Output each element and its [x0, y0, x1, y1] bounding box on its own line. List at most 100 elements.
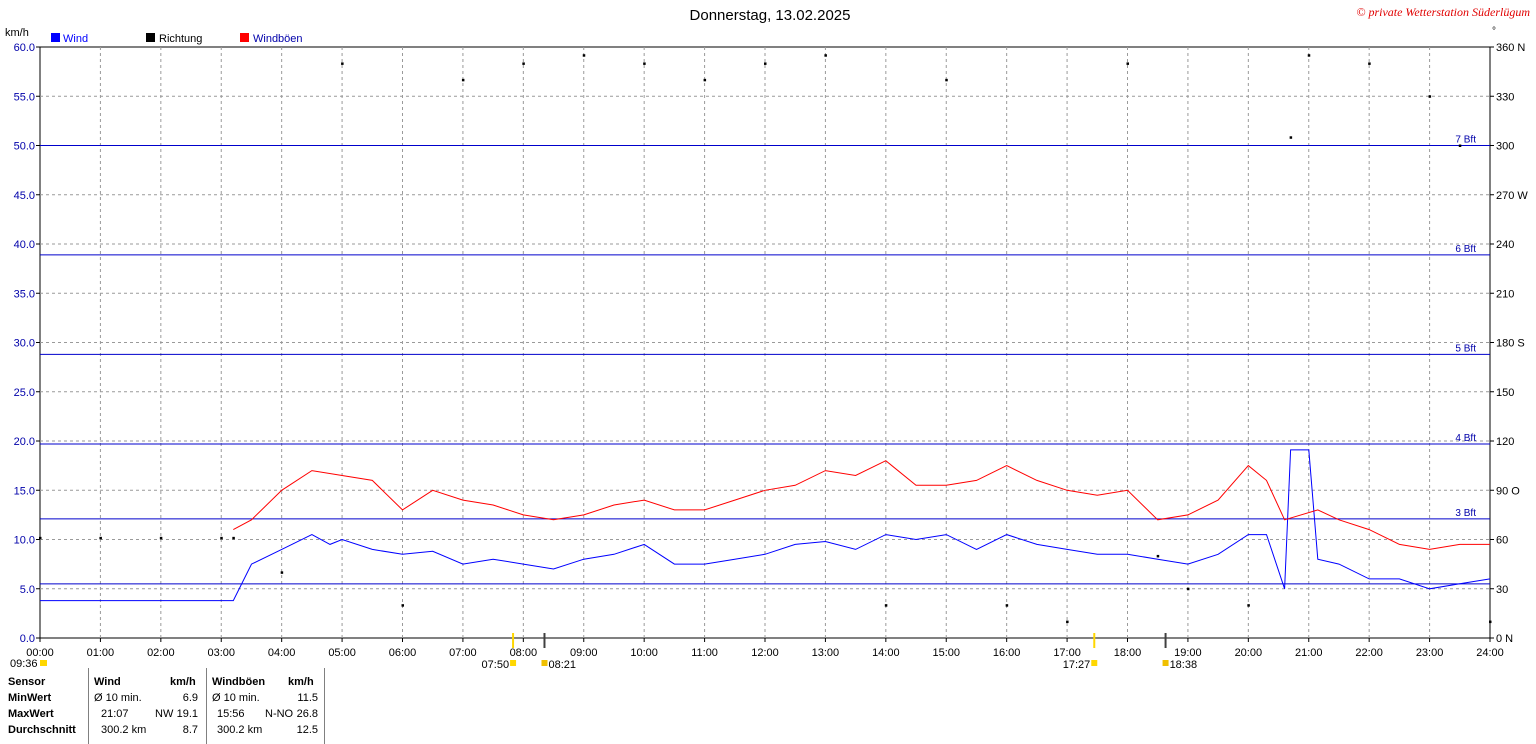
direction-point [280, 571, 284, 574]
direction-point [232, 536, 235, 540]
y-tick-label: 45.0 [14, 190, 35, 202]
direction-point [1368, 62, 1371, 65]
stats-row-avg-wind-v: 8.7 [182, 724, 198, 736]
sun-markers: 07:50 08:21 17:27 18:38 [482, 633, 1198, 668]
x-tick-label: 17:00 [1053, 647, 1081, 659]
stats-row-max-gust-b: N-NO [265, 708, 294, 720]
x-tick-label: 05:00 [328, 647, 356, 659]
y-tick-label: 35.0 [14, 288, 35, 300]
x-tick-label: 10:00 [630, 647, 658, 659]
stats-row-avg-label: Durchschnitt [8, 724, 76, 736]
x-tick-label: 24:00 [1476, 647, 1504, 659]
beaufort-label: 6 Bft [1455, 244, 1476, 255]
stats-row-min-gust-a: Ø 10 min. [212, 692, 260, 704]
x-tick-label: 18:00 [1114, 647, 1142, 659]
x-tick-label: 03:00 [207, 647, 235, 659]
stats-row-avg-wind-a: 300.2 km [101, 724, 147, 736]
stats-row-min-wind-a: Ø 10 min. [94, 692, 142, 704]
wind-chart: Donnerstag, 13.02.2025 © private Wetters… [5, 5, 1530, 668]
legend-gust-swatch [240, 33, 249, 42]
x-tick-label: 08:00 [510, 647, 538, 659]
y2-tick-label: 90 O [1496, 485, 1520, 497]
copyright-text: © private Wetterstation Süderlügum [1356, 5, 1530, 19]
y-tick-label: 55.0 [14, 91, 35, 103]
y-tick-label: 60.0 [14, 42, 35, 54]
x-tick-label: 11:00 [691, 647, 718, 659]
gust-series-line [233, 460, 1490, 550]
direction-point [1126, 62, 1129, 65]
stats-row-max-gust-v: 26.8 [296, 708, 318, 720]
x-tick-label: 04:00 [268, 647, 296, 659]
y2-tick-label: 30 [1496, 584, 1508, 596]
y-ticks: 0.0 5.0 10.0 15.0 20.0 25.0 30.0 35.0 40.0 45.0 50… [14, 42, 40, 645]
stats-header-wind-unit: km/h [170, 676, 196, 688]
y2-tick-label: 180 S [1496, 338, 1525, 350]
direction-point [1247, 604, 1250, 607]
chart-title: Donnerstag, 13.02.2025 [690, 7, 851, 24]
direction-point [884, 604, 888, 607]
stats-separator-1 [88, 668, 89, 744]
y2-tick-label: 210 [1496, 288, 1514, 300]
y-tick-label: 20.0 [14, 436, 35, 448]
direction-point [945, 78, 948, 82]
stats-row-max-wind-b: NW [155, 708, 174, 720]
direction-point [1458, 144, 1462, 147]
y2-ticks: 0 N 30 60 90 O 120 150 180 S 210 240 270 W 300 330 3… [1490, 42, 1528, 645]
direction-point [643, 62, 646, 65]
x-tick-label: 19:00 [1174, 647, 1202, 659]
wind-series-line [40, 449, 1491, 602]
legend-direction-swatch [146, 33, 155, 42]
y-right-degree: ° [1492, 26, 1496, 37]
direction-point [1066, 620, 1069, 624]
legend-gust-label: Windböen [253, 33, 303, 45]
direction-point [582, 54, 586, 57]
stats-header-wind: Wind [94, 676, 121, 688]
x-tick-label: 01:00 [87, 647, 115, 659]
direction-point [1489, 620, 1492, 624]
direction-point [703, 78, 707, 82]
moon-icon [40, 660, 47, 666]
direction-point [159, 536, 163, 540]
x-tick-label: 07:00 [449, 647, 477, 659]
stats-row-avg-gust-a: 300.2 km [217, 724, 263, 736]
x-tick-label: 23:00 [1416, 647, 1444, 659]
stats-separator-3 [324, 668, 325, 744]
y2-tick-label: 270 W [1496, 190, 1528, 202]
moon-time-label: 09:36 [10, 658, 38, 668]
series-layer [39, 54, 1492, 624]
direction-point [522, 62, 525, 65]
y2-tick-label: 60 [1496, 535, 1508, 547]
x-tick-label: 15:00 [932, 647, 960, 659]
legend-wind-label: Wind [63, 33, 88, 45]
stats-table: Sensor Wind km/h Windböen km/h MinWert Ø… [0, 668, 326, 744]
sun-marker-label: 07:50 [482, 659, 510, 668]
stats-separator-2 [206, 668, 207, 744]
stats-row-min-wind-v: 6.9 [182, 692, 198, 704]
sun-marker-icon [1162, 660, 1169, 666]
direction-point [401, 604, 404, 607]
x-tick-label: 21:00 [1295, 647, 1323, 659]
sun-marker-label: 08:21 [548, 659, 576, 668]
direction-point [1005, 604, 1009, 607]
x-tick-label: 09:00 [570, 647, 598, 659]
x-tick-label: 22:00 [1355, 647, 1383, 659]
beaufort-label: 5 Bft [1455, 343, 1476, 354]
y-tick-label: 10.0 [14, 535, 35, 547]
x-tick-label: 12:00 [751, 647, 779, 659]
direction-point [341, 62, 344, 65]
legend: Wind Richtung Windböen [51, 33, 303, 45]
y2-tick-label: 120 [1496, 436, 1514, 448]
sun-marker-label: 17:27 [1063, 659, 1091, 668]
y-tick-label: 0.0 [20, 633, 35, 645]
direction-point [764, 62, 767, 65]
x-tick-label: 14:00 [872, 647, 900, 659]
sun-marker-icon [1091, 660, 1098, 666]
sun-marker-label: 18:38 [1170, 659, 1198, 668]
x-tick-label: 20:00 [1235, 647, 1263, 659]
y2-tick-label: 150 [1496, 387, 1514, 399]
direction-point [220, 536, 223, 540]
x-tick-label: 13:00 [812, 647, 840, 659]
x-tick-label: 06:00 [389, 647, 417, 659]
direction-point [824, 54, 827, 57]
x-ticks: 00:00 01:00 02:00 03:00 04:00 05:00 06:00 07:00… [26, 638, 1504, 659]
